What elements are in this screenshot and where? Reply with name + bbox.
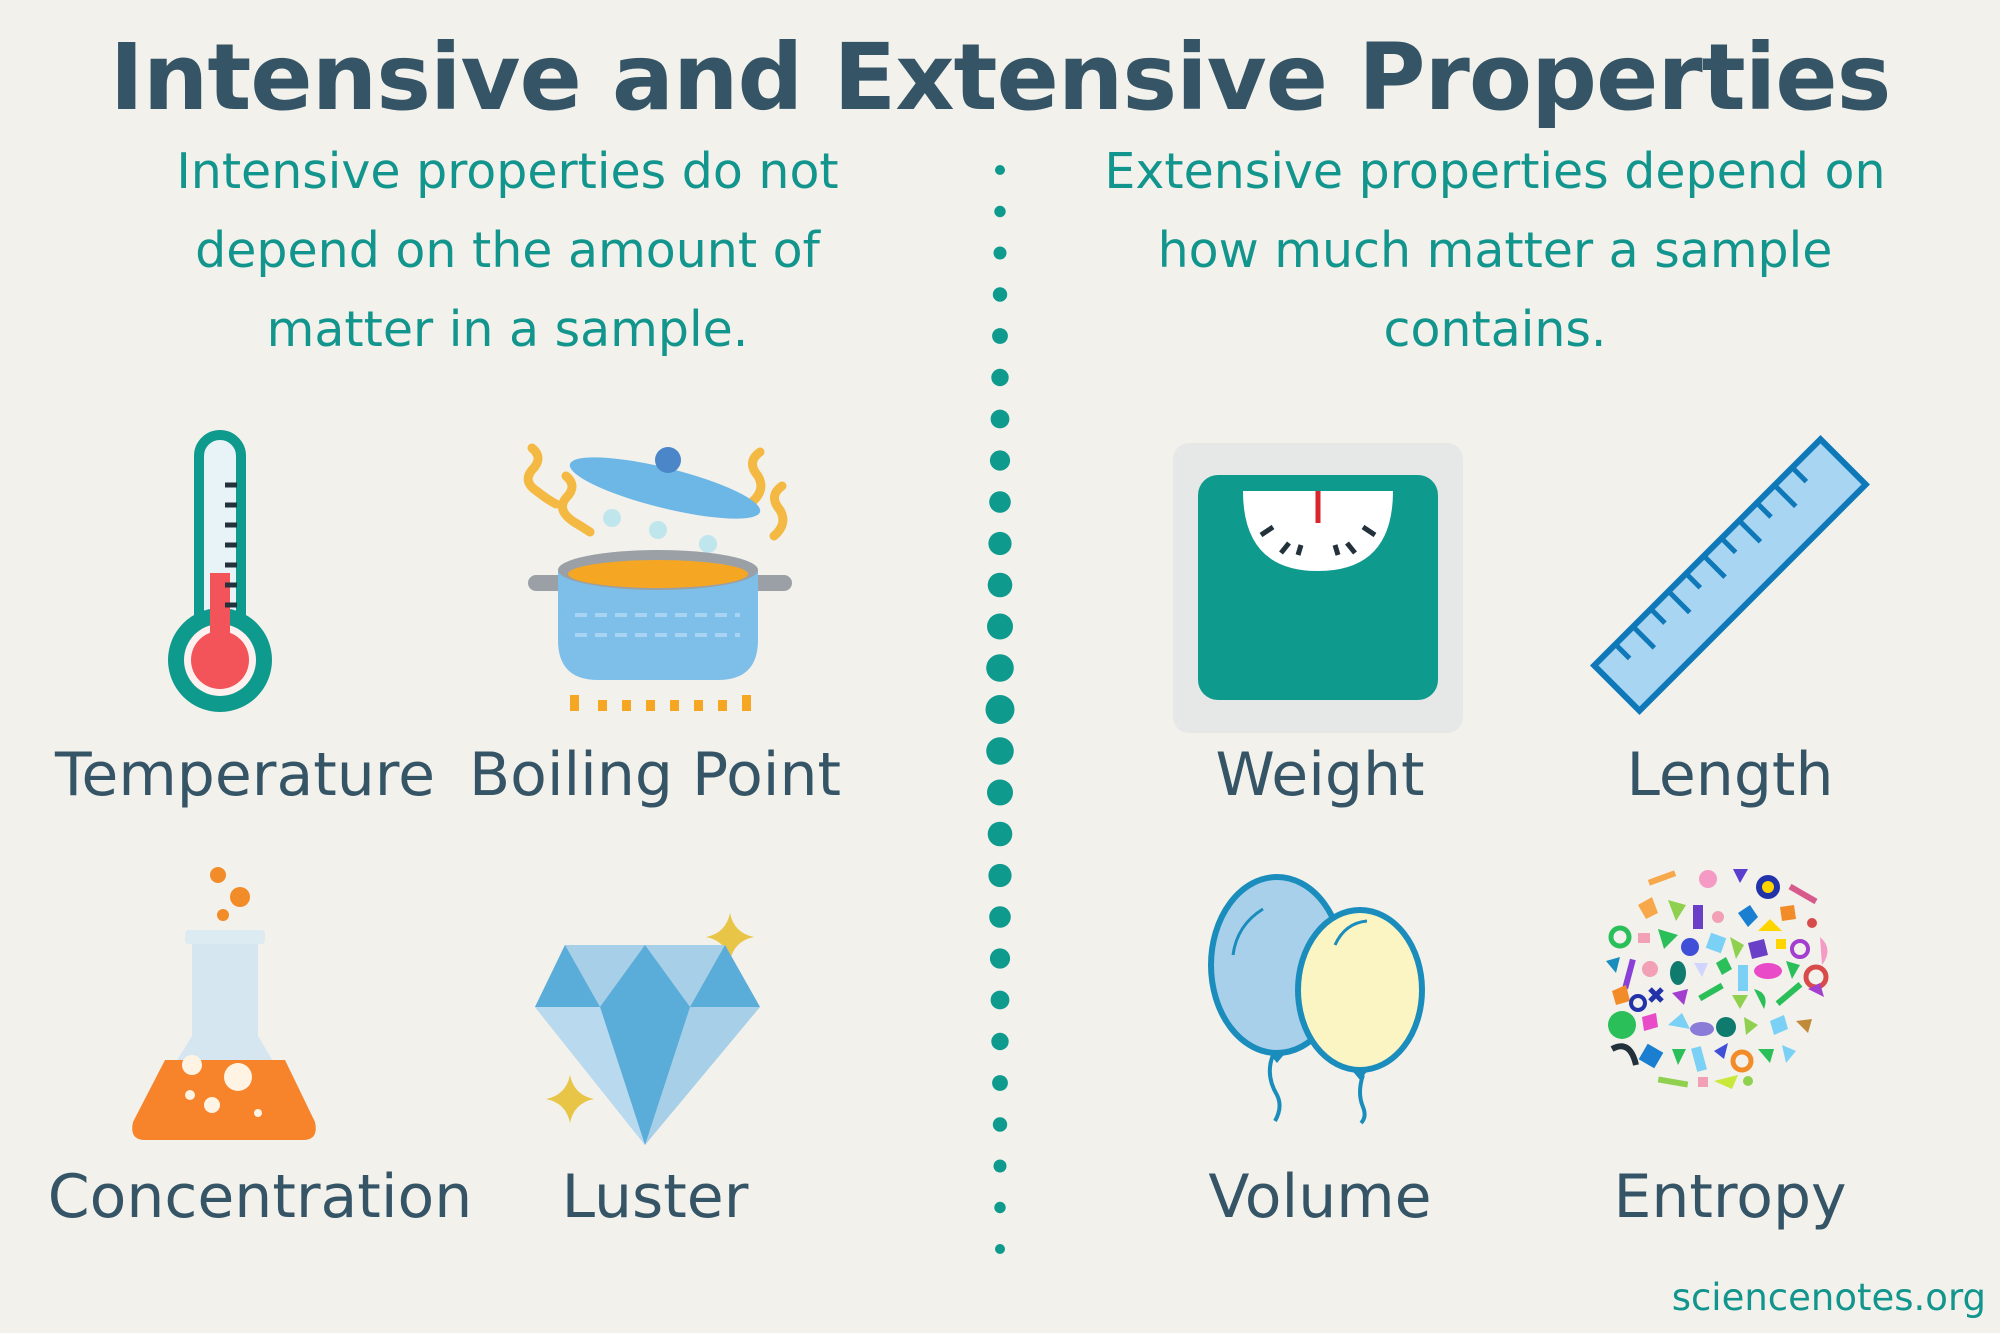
divider-dot xyxy=(990,990,1010,1010)
divider-dot xyxy=(987,572,1013,598)
ruler-icon xyxy=(1590,435,1870,715)
divider-dot xyxy=(992,328,1008,344)
divider-dot xyxy=(987,821,1013,847)
divider-dot xyxy=(992,287,1008,302)
extensive-description: Extensive properties depend on how much … xyxy=(1104,143,1886,358)
divider-dot xyxy=(991,1032,1009,1051)
divider-dot xyxy=(986,654,1014,682)
divider-dot xyxy=(985,695,1015,724)
label-length: Length xyxy=(1626,740,1834,810)
divider-dot xyxy=(993,246,1007,260)
scattered-shapes-icon xyxy=(1606,869,1829,1089)
label-volume: Volume xyxy=(1208,1162,1432,1232)
divider-dot xyxy=(992,1075,1008,1091)
divider-dot xyxy=(994,205,1006,218)
label-entropy: Entropy xyxy=(1613,1162,1847,1232)
flask-icon xyxy=(132,867,316,1140)
divider-dot xyxy=(989,948,1011,969)
divider-dot xyxy=(993,1159,1007,1173)
label-weight: Weight xyxy=(1215,740,1425,810)
divider-dot xyxy=(989,450,1011,471)
divider-dot xyxy=(990,409,1010,429)
boiling-pot-icon xyxy=(523,443,792,711)
page-title: Intensive and Extensive Properties xyxy=(109,24,1892,131)
label-luster: Luster xyxy=(561,1162,749,1232)
divider-dot xyxy=(987,613,1013,640)
divider-dot xyxy=(995,165,1005,175)
divider-dot xyxy=(992,1117,1008,1132)
divider-dot xyxy=(988,863,1012,888)
divider-dot xyxy=(989,491,1011,513)
site-credit: sciencenotes.org xyxy=(1671,1276,1986,1319)
divider-dot xyxy=(995,1244,1005,1254)
divider-dot xyxy=(986,737,1014,765)
divider-dot xyxy=(988,531,1012,556)
dotted-divider xyxy=(985,165,1015,1254)
divider-dot xyxy=(987,779,1013,806)
label-boiling-point: Boiling Point xyxy=(468,740,842,810)
label-temperature: Temperature xyxy=(54,740,436,810)
scale-icon xyxy=(1173,443,1463,733)
intensive-description: Intensive properties do not depend on th… xyxy=(176,143,839,358)
label-concentration: Concentration xyxy=(47,1162,473,1232)
thermometer-icon xyxy=(168,430,272,712)
diamond-icon xyxy=(535,913,760,1145)
balloons-icon xyxy=(1208,874,1425,1125)
divider-dot xyxy=(989,906,1011,928)
divider-dot xyxy=(991,368,1009,387)
divider-dot xyxy=(994,1201,1006,1214)
